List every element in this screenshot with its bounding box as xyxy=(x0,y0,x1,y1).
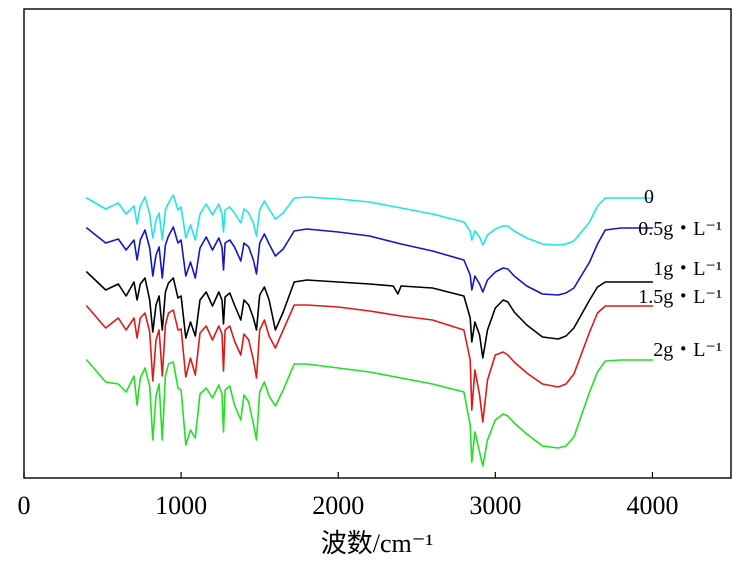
x-tick-label-3000: 3000 xyxy=(469,491,521,520)
x-axis-ticks: 0 1000 2000 3000 4000 xyxy=(18,472,678,520)
series-line-1 xyxy=(86,226,654,296)
x-tick-label-4000: 4000 xyxy=(626,491,678,520)
legend-labels: 0 0.5g・L⁻¹ 1g・L⁻¹ 1.5g・L⁻¹ 2g・L⁻¹ xyxy=(638,186,722,361)
series-line-3 xyxy=(86,304,654,423)
series-layer xyxy=(86,194,654,467)
x-tick-label-2000: 2000 xyxy=(312,491,364,520)
legend-label-4: 2g・L⁻¹ xyxy=(653,339,722,361)
legend-label-3: 1.5g・L⁻¹ xyxy=(638,286,722,308)
x-tick-label-0: 0 xyxy=(18,491,31,520)
legend-label-0: 0 xyxy=(644,186,654,208)
series-line-2 xyxy=(86,271,654,359)
series-line-4 xyxy=(86,359,654,467)
x-axis-label: 波数/cm⁻¹ xyxy=(321,529,434,558)
series-line-0 xyxy=(86,194,654,246)
plot-frame xyxy=(23,8,732,479)
legend-label-1: 0.5g・L⁻¹ xyxy=(638,218,722,240)
legend-label-2: 1g・L⁻¹ xyxy=(653,258,722,280)
x-tick-label-1000: 1000 xyxy=(155,491,207,520)
